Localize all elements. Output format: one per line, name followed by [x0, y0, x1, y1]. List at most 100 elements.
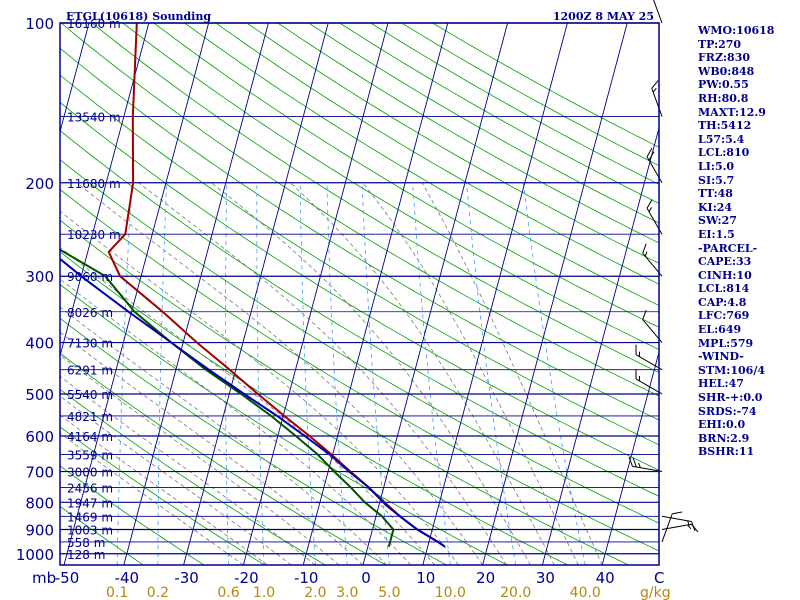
dry-adiabat [60, 465, 205, 565]
temperature-tick-label: -20 [234, 569, 259, 587]
mixing-ratio-tick-label: 40.0 [570, 585, 601, 600]
wind-barb-half-flag [648, 207, 652, 212]
sounding-index: MPL:579 [698, 336, 754, 350]
mixing-ratio-line [523, 182, 586, 565]
temperature-tick-label: 20 [476, 569, 495, 587]
moist-adiabat [60, 278, 412, 565]
wind-barb-flag [648, 151, 655, 161]
isotherm [362, 23, 509, 565]
sounding-index: EL:649 [698, 323, 742, 337]
isotherm [422, 23, 568, 565]
sounding-index: BSHR:11 [698, 445, 755, 459]
wind-barb-flag [691, 521, 696, 532]
dry-adiabat [153, 23, 659, 328]
height-label: 4164 m [67, 430, 113, 444]
wind-barb-half-flag [687, 520, 690, 526]
sounding-index: LI:5.0 [698, 159, 735, 173]
mixing-ratio-tick-label: 0.6 [217, 585, 239, 600]
wind-barb-flag [632, 457, 637, 468]
sounding-time: 1200Z 8 MAY 25 [553, 10, 654, 23]
height-label: 128 m [67, 548, 105, 562]
height-label: 1469 m [67, 510, 113, 524]
isotherm [0, 23, 29, 565]
wind-barb [653, 0, 663, 24]
plot-frame [59, 22, 660, 566]
wind-barb [661, 515, 696, 532]
sounding-index: L57:5.4 [698, 132, 745, 146]
sounding-index: MAXT:12.9 [698, 105, 766, 119]
mixing-ratio-tick-label: 20.0 [500, 585, 531, 600]
sounding-title: ETGL(10618) Sounding [66, 10, 211, 23]
mixing-ratio-line [157, 182, 167, 565]
wind-barb-staff [632, 465, 663, 473]
isotherm [601, 350, 659, 565]
wind-barb-flag [651, 80, 659, 89]
mixing-ratio-tick-label: 10.0 [435, 585, 466, 600]
wind-barb-staff [661, 513, 673, 543]
sounding-index: EI:1.5 [698, 227, 735, 241]
wind-barb-half-flag [638, 462, 641, 468]
sounding-index: KI:24 [698, 200, 733, 214]
temperature-tick-label: -50 [55, 569, 80, 587]
dry-adiabat [60, 47, 659, 421]
pressure-tick-label: 600 [25, 428, 54, 446]
mixing-ratio-tick-label: 0.1 [106, 585, 128, 600]
dry-adiabat [60, 388, 326, 565]
moist-adiabat [60, 395, 292, 565]
mixing-ratio-line [225, 182, 229, 565]
height-label: 11680 m [67, 177, 121, 191]
sounding-index: CAPE:33 [698, 255, 752, 269]
pressure-tick-label: 1000 [16, 546, 54, 564]
height-label: 4821 m [67, 410, 113, 424]
wind-barb-flag [672, 511, 683, 515]
wind-barb-staff [635, 378, 663, 395]
temperature-tick-label: 40 [596, 569, 615, 587]
height-label: 5540 m [67, 388, 113, 402]
height-label: 9060 m [67, 270, 113, 284]
height-label: 13540 m [67, 110, 121, 124]
moist-adiabat [60, 432, 244, 565]
isotherm [482, 23, 628, 565]
temperature-line [107, 23, 446, 548]
temperature-tick-label: -40 [115, 569, 140, 587]
sounding-index: LFC:769 [698, 309, 750, 323]
height-label: 6291 m [67, 364, 113, 378]
pressure-tick-label: 400 [25, 335, 54, 353]
dry-adiabat [60, 352, 387, 565]
wind-barb-flag [628, 456, 633, 467]
mixing-ratio-line [256, 182, 265, 565]
height-label: 3559 m [67, 448, 113, 462]
sounding-index: -PARCEL- [698, 241, 758, 255]
dry-adiabat [60, 23, 659, 397]
wind-barb-half-flag [652, 87, 657, 93]
sounding-index: LCL:814 [698, 282, 750, 296]
dry-adiabat [60, 74, 659, 446]
pressure-tick-label: 900 [25, 521, 54, 539]
pressure-unit-label: mb [32, 569, 56, 587]
height-label: 3000 m [67, 466, 113, 480]
wind-barb-staff [653, 0, 663, 24]
mixing-ratio-line [299, 182, 316, 565]
sounding-index: TH:5412 [698, 119, 752, 133]
isotherm [302, 23, 449, 565]
moist-adiabat [60, 354, 340, 565]
isobars [60, 22, 659, 555]
dry-adiabat [60, 251, 568, 565]
pressure-tick-label: 800 [25, 494, 54, 512]
wind-barb [635, 368, 663, 395]
dry-adiabat [91, 23, 659, 373]
mixing-ratio-unit-label: g/kg [640, 585, 671, 600]
moist-adiabat [60, 331, 364, 565]
dry-adiabat [246, 23, 659, 264]
isotherm [242, 23, 389, 565]
wind-barb-flag [642, 309, 647, 320]
temperature-tick-label: -30 [174, 569, 199, 587]
isotherm [63, 23, 210, 565]
dry-adiabat [60, 426, 265, 565]
mixing-ratio-line [361, 182, 390, 565]
sounding-index: CAP:4.8 [698, 295, 747, 309]
temperature-tick-label: 0 [361, 569, 371, 587]
mixing-ratio-tick-label: 5.0 [378, 585, 400, 600]
height-label: 10230 m [67, 228, 121, 242]
